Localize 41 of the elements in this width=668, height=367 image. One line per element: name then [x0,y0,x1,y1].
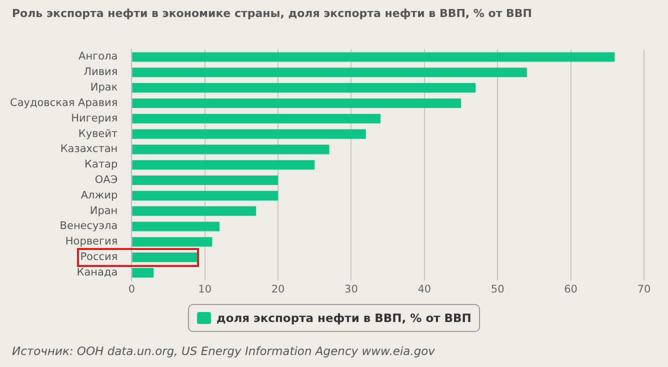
bar [132,83,476,93]
bar [132,252,198,262]
y-tick-label: Норвегия [65,236,118,248]
x-tick-label: 30 [344,283,358,296]
bar [132,129,366,139]
bar [132,68,527,78]
y-tick-label: Ангола [78,50,118,63]
bar [132,237,212,247]
bar [132,98,462,108]
bar [132,144,330,154]
y-tick-label: Иран [90,204,118,217]
bar [132,206,256,216]
x-tick-label: 10 [198,283,212,296]
y-tick-label: Россия [80,251,118,264]
y-tick-label: Алжир [80,189,118,202]
x-tick-label: 0 [128,283,136,296]
x-tick-label: 20 [271,283,285,296]
x-tick-label: 60 [564,283,578,296]
y-tick-label: Катар [84,158,118,171]
legend-label: доля экспорта нефти в ВВП, % от ВВП [216,311,472,325]
y-tick-label: Саудовская Аравия [10,96,118,109]
bar [132,222,220,232]
bar [132,114,381,124]
y-tick-label: Нигерия [71,112,118,124]
x-tick-label: 70 [637,283,651,296]
bar [132,175,278,186]
y-tick-label: ОАЭ [94,174,118,186]
bar [132,268,154,278]
y-tick-label: Ирак [90,82,118,94]
y-tick-label: Ливия [84,66,118,78]
chart-title: Роль экспорта нефти в экономике страны, доля экспорта нефти в ВВП, % от ВВП [12,7,532,20]
y-tick-label: Кувейт [78,128,118,140]
y-tick-label: Венесуэла [60,220,118,232]
y-tick-label: Казахстан [60,143,118,156]
bar [132,52,615,62]
x-tick-label: 50 [490,283,504,296]
x-tick-label: 40 [418,283,432,296]
bar [132,190,278,200]
text: Источник: ООН data.un.org, US Energy Information Agency www.eia.gov [12,344,435,358]
bar [132,160,315,170]
y-tick-label: Канада [76,266,118,278]
